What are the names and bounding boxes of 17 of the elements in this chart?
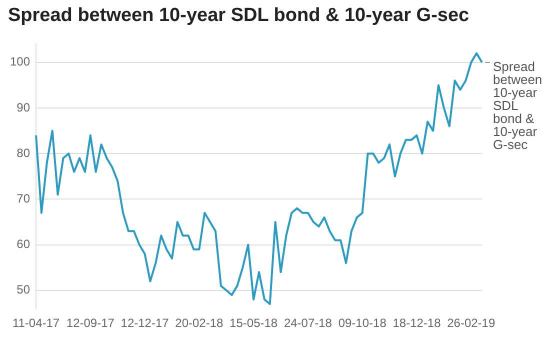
y-tick-label: 100 xyxy=(10,54,30,69)
series-label: Spread between 10-year SDL bond & 10-year G-sec xyxy=(493,59,542,152)
y-tick-label: 50 xyxy=(16,282,30,297)
x-tick-label: 12-12-17 xyxy=(120,316,170,330)
y-tick-label: 80 xyxy=(16,146,30,160)
chart-title: Spread between 10-year SDL bond & 10-year G-sec xyxy=(7,4,470,28)
x-tick-label: 15-05-18 xyxy=(230,316,278,330)
x-tick-label: 12-09-17 xyxy=(66,316,115,330)
x-tick-label: 18-12-18 xyxy=(392,316,442,330)
x-tick-label: 20-02-18 xyxy=(175,316,224,330)
x-tick-label: 11-04-17 xyxy=(12,316,60,330)
x-tick-label: 26-02-19 xyxy=(447,316,496,330)
x-tick-label: 24-07-18 xyxy=(284,316,332,330)
x-tick-label: 09-10-18 xyxy=(338,316,387,330)
y-tick-label: 90 xyxy=(16,100,30,114)
y-tick-label: 70 xyxy=(16,192,30,206)
y-tick-label: 60 xyxy=(16,237,30,252)
